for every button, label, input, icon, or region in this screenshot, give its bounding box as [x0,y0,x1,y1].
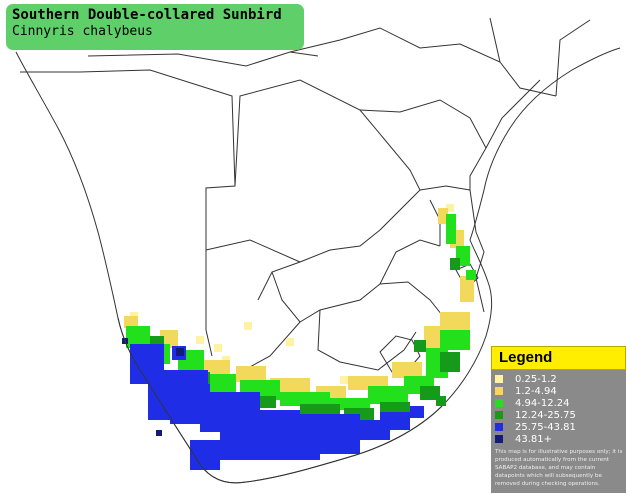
province-lines [205,199,447,381]
border-zambia [289,27,557,97]
legend-swatch [495,387,503,395]
country-borders [15,17,621,484]
legend-label: 4.94-12.24 [515,397,570,409]
legend-swatch [495,399,503,407]
legend-label: 43.81+ [515,433,553,445]
legend-disclaimer: This map is for illustrative purposes on… [495,449,623,487]
species-title-box: Southern Double-collared Sunbird Cinnyri… [6,4,304,50]
legend-panel: Legend 0.25-1.2 1.2-4.94 4.94-12.24 12.2… [491,346,626,493]
border-mozambique [469,79,541,313]
border-angola [87,51,319,67]
occurrence-cells [117,204,476,484]
legend-item: 0.25-1.2 [495,373,576,385]
legend-swatch [495,435,503,443]
border-mozambique-north [489,17,591,97]
legend-item: 12.24-25.75 [495,409,576,421]
legend-items: 0.25-1.2 1.2-4.94 4.94-12.24 12.24-25.75… [495,373,576,445]
legend-label: 0.25-1.2 [515,373,557,385]
legend-swatch [495,375,503,383]
legend-title: Legend [499,349,553,366]
species-scientific-name: Cinnyris chalybeus [12,24,153,39]
legend-item: 4.94-12.24 [495,397,576,409]
border-namibia [20,69,236,330]
border-zimbabwe [359,99,487,191]
species-common-name: Southern Double-collared Sunbird [12,7,282,23]
legend-swatch [495,423,503,431]
legend-label: 25.75-43.81 [515,421,576,433]
legend-label: 12.24-25.75 [515,409,576,421]
legend-item: 25.75-43.81 [495,421,576,433]
legend-item: 43.81+ [495,433,576,445]
border-botswana [234,79,421,301]
legend-label: 1.2-4.94 [515,385,557,397]
legend-item: 1.2-4.94 [495,385,576,397]
legend-header: Legend [491,346,626,370]
legend-swatch [495,411,503,419]
